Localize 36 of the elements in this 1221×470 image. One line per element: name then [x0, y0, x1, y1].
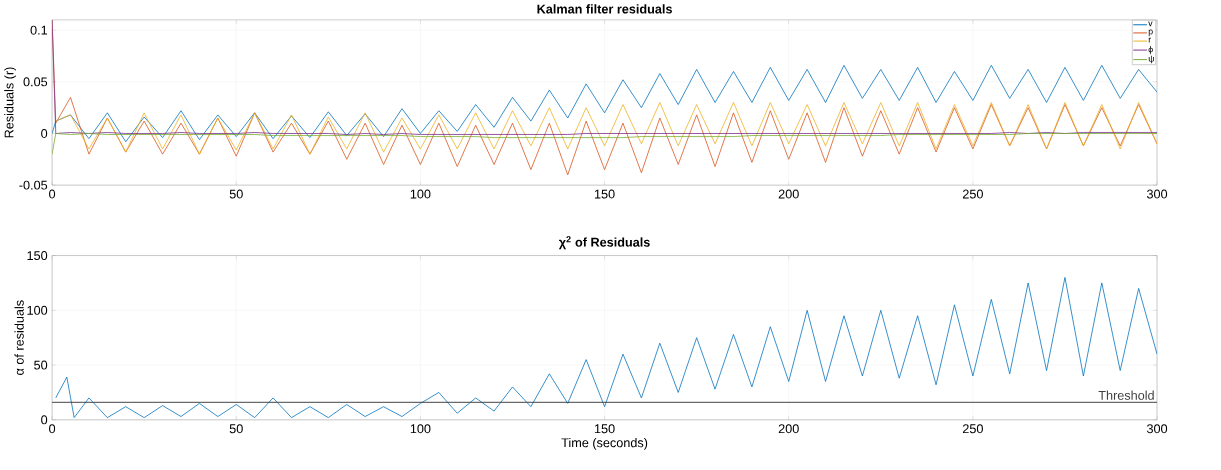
x-tick-label: 150 — [594, 189, 615, 199]
x-tick-label: 150 — [594, 424, 615, 434]
line-series — [55, 102, 1158, 155]
y-axis-title: Residuals (r) — [4, 67, 17, 138]
y-tick-label: 150 — [27, 250, 48, 260]
y-tick-label: 0 — [41, 415, 48, 425]
x-tick-label: 0 — [49, 189, 56, 199]
x-tick-label: 50 — [229, 189, 243, 199]
x-tick-label: 100 — [410, 424, 431, 434]
legend-label: ϕ — [1148, 45, 1153, 55]
legend-label: p — [1148, 29, 1153, 37]
line-series — [52, 64, 1158, 143]
x-axis-title: Time (seconds) — [561, 437, 648, 450]
y-tick-label: 0.05 — [23, 77, 48, 87]
y-tick-label: 100 — [27, 305, 48, 315]
legend-label: ψ — [1148, 55, 1154, 64]
ref-line-label: Threshold — [1098, 390, 1154, 400]
x-tick-label: 250 — [962, 424, 983, 434]
y-tick-label: -0.05 — [19, 180, 48, 190]
y-tick-label: 0 — [41, 128, 48, 138]
y-tick-label: 50 — [34, 360, 48, 370]
x-tick-label: 50 — [229, 424, 243, 434]
x-tick-label: 0 — [49, 424, 56, 434]
x-tick-label: 300 — [1146, 189, 1168, 199]
x-tick-label: 100 — [410, 189, 431, 199]
y-tick-label: 0.1 — [30, 25, 48, 35]
x-tick-label: 300 — [1146, 424, 1168, 434]
x-tick-label: 250 — [962, 189, 983, 199]
chart-title: Kalman filter residuals — [537, 4, 672, 14]
x-tick-label: 200 — [778, 424, 799, 434]
x-tick-label: 200 — [778, 189, 799, 199]
y-axis-title: α of residuals — [14, 300, 24, 375]
legend-label: v — [1148, 21, 1153, 27]
chart-title: χ$^{2}$ of Residuals — [558, 236, 650, 250]
line-series — [55, 276, 1158, 418]
legend-label: r — [1148, 37, 1151, 43]
